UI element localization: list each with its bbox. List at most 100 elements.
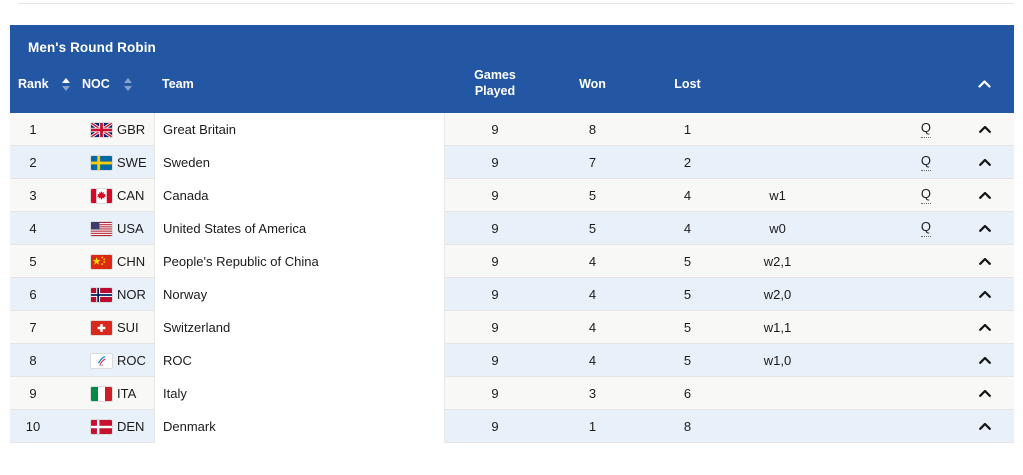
- team-name: Switzerland: [163, 320, 231, 335]
- noc-code: GBR: [117, 122, 146, 137]
- lost-value: 1: [683, 122, 692, 137]
- chevron-up-icon: [978, 291, 991, 298]
- expand-row-button[interactable]: [955, 245, 1014, 278]
- expand-row-button[interactable]: [955, 410, 1014, 443]
- flag-roc: [90, 352, 113, 369]
- chevron-up-icon: [978, 159, 991, 166]
- table-row: 8 ROC ROC 9 4 5 w1,0: [10, 344, 1014, 377]
- expand-row-button[interactable]: [955, 344, 1014, 377]
- column-header-noc[interactable]: NOC: [82, 77, 154, 91]
- standings-table: Men's Round Robin Rank NOC Team: [10, 25, 1014, 443]
- noc-code: CAN: [117, 188, 145, 203]
- chevron-up-icon: [978, 324, 991, 331]
- team-name: Norway: [163, 287, 208, 302]
- rank-value: 10: [25, 419, 41, 434]
- sort-arrows-icon-rank[interactable]: [61, 77, 70, 91]
- column-header-rank[interactable]: Rank: [10, 77, 82, 91]
- lost-value: 5: [683, 254, 692, 269]
- sort-arrows-icon-noc[interactable]: [123, 77, 132, 91]
- lost-value: 5: [683, 287, 692, 302]
- qualified-badge[interactable]: Q: [920, 220, 931, 237]
- chevron-up-icon: [978, 225, 991, 232]
- rank-value: 3: [29, 188, 37, 203]
- team-name: Sweden: [163, 155, 210, 170]
- rank-value: 6: [29, 287, 37, 302]
- table-row: 1 GBR Great Britain 9 8 1 Q: [10, 113, 1014, 146]
- flag-can: [90, 187, 113, 204]
- chevron-up-icon: [978, 390, 991, 397]
- flag-den: [90, 418, 113, 435]
- expand-row-button[interactable]: [955, 179, 1014, 212]
- noc-code: ITA: [117, 386, 137, 401]
- flag-swe: [90, 154, 113, 171]
- expand-row-button[interactable]: [955, 311, 1014, 344]
- lost-value: 4: [683, 221, 692, 236]
- expand-row-button[interactable]: [955, 146, 1014, 179]
- qualified-badge[interactable]: Q: [920, 154, 931, 171]
- column-header-team: Team: [162, 77, 194, 91]
- games-played-value: 9: [491, 353, 499, 368]
- rank-value: 5: [29, 254, 37, 269]
- table-row: 6 NOR Norway 9 4 5 w2,0: [10, 278, 1014, 311]
- table-header: Men's Round Robin Rank NOC Team: [10, 25, 1014, 113]
- table-title-bar: Men's Round Robin: [10, 25, 1014, 55]
- noc-code: CHN: [117, 254, 146, 269]
- games-played-value: 9: [491, 287, 499, 302]
- chevron-up-icon: [978, 423, 991, 430]
- table-title: Men's Round Robin: [28, 40, 156, 55]
- noc-code: USA: [117, 221, 144, 236]
- qualified-badge[interactable]: Q: [920, 121, 931, 138]
- chevron-up-icon: [978, 126, 991, 133]
- games-played-value: 9: [491, 386, 499, 401]
- games-played-value: 9: [491, 320, 499, 335]
- team-name: Italy: [163, 386, 187, 401]
- rank-value: 7: [29, 320, 37, 335]
- noc-code: ROC: [117, 353, 146, 368]
- sort-down-arrow: [123, 85, 132, 91]
- rank-value: 2: [29, 155, 37, 170]
- collapse-section-button[interactable]: [955, 80, 1014, 88]
- won-value: 5: [588, 188, 597, 203]
- tiebreak-value: w2,0: [763, 287, 792, 302]
- team-name: Denmark: [163, 419, 216, 434]
- lost-value: 4: [683, 188, 692, 203]
- team-name: Canada: [163, 188, 209, 203]
- lost-value: 5: [683, 353, 692, 368]
- lost-value: 5: [683, 320, 692, 335]
- games-played-value: 9: [491, 188, 499, 203]
- won-value: 4: [588, 254, 597, 269]
- noc-code: SWE: [117, 155, 147, 170]
- expand-row-button[interactable]: [955, 278, 1014, 311]
- table-row: 4 USA United States of America 9 5 4 w0 …: [10, 212, 1014, 245]
- rank-value: 4: [29, 221, 37, 236]
- flag-chn: [90, 253, 113, 270]
- games-played-value: 9: [491, 155, 499, 170]
- column-header-row: Rank NOC Team Games Played Won: [10, 55, 1014, 113]
- flag-nor: [90, 286, 113, 303]
- table-row: 7 SUI Switzerland 9 4 5 w1,1: [10, 311, 1014, 344]
- tiebreak-value: w0: [769, 221, 786, 236]
- expand-row-button[interactable]: [955, 377, 1014, 410]
- team-name: People's Republic of China: [163, 254, 319, 269]
- lost-value: 6: [683, 386, 692, 401]
- noc-code: DEN: [117, 419, 145, 434]
- tiebreak-value: w2,1: [763, 254, 792, 269]
- chevron-up-icon: [978, 80, 991, 88]
- table-body: 1 GBR Great Britain 9 8 1 Q 2 SWE Sweden…: [10, 113, 1014, 443]
- team-name: ROC: [163, 353, 192, 368]
- sort-down-arrow: [61, 85, 70, 91]
- rank-value: 9: [29, 386, 37, 401]
- expand-row-button[interactable]: [955, 113, 1014, 146]
- lost-value: 8: [683, 419, 692, 434]
- qualified-badge[interactable]: Q: [920, 187, 931, 204]
- table-row: 10 DEN Denmark 9 1 8: [10, 410, 1014, 443]
- games-played-value: 9: [491, 254, 499, 269]
- tiebreak-value: w1,0: [763, 353, 792, 368]
- won-value: 4: [588, 320, 597, 335]
- won-value: 4: [588, 287, 597, 302]
- games-played-value: 9: [491, 419, 499, 434]
- games-played-value: 9: [491, 122, 499, 137]
- table-row: 5 CHN People's Republic of China 9 4 5 w…: [10, 245, 1014, 278]
- column-header-lost: Lost: [674, 77, 701, 91]
- expand-row-button[interactable]: [955, 212, 1014, 245]
